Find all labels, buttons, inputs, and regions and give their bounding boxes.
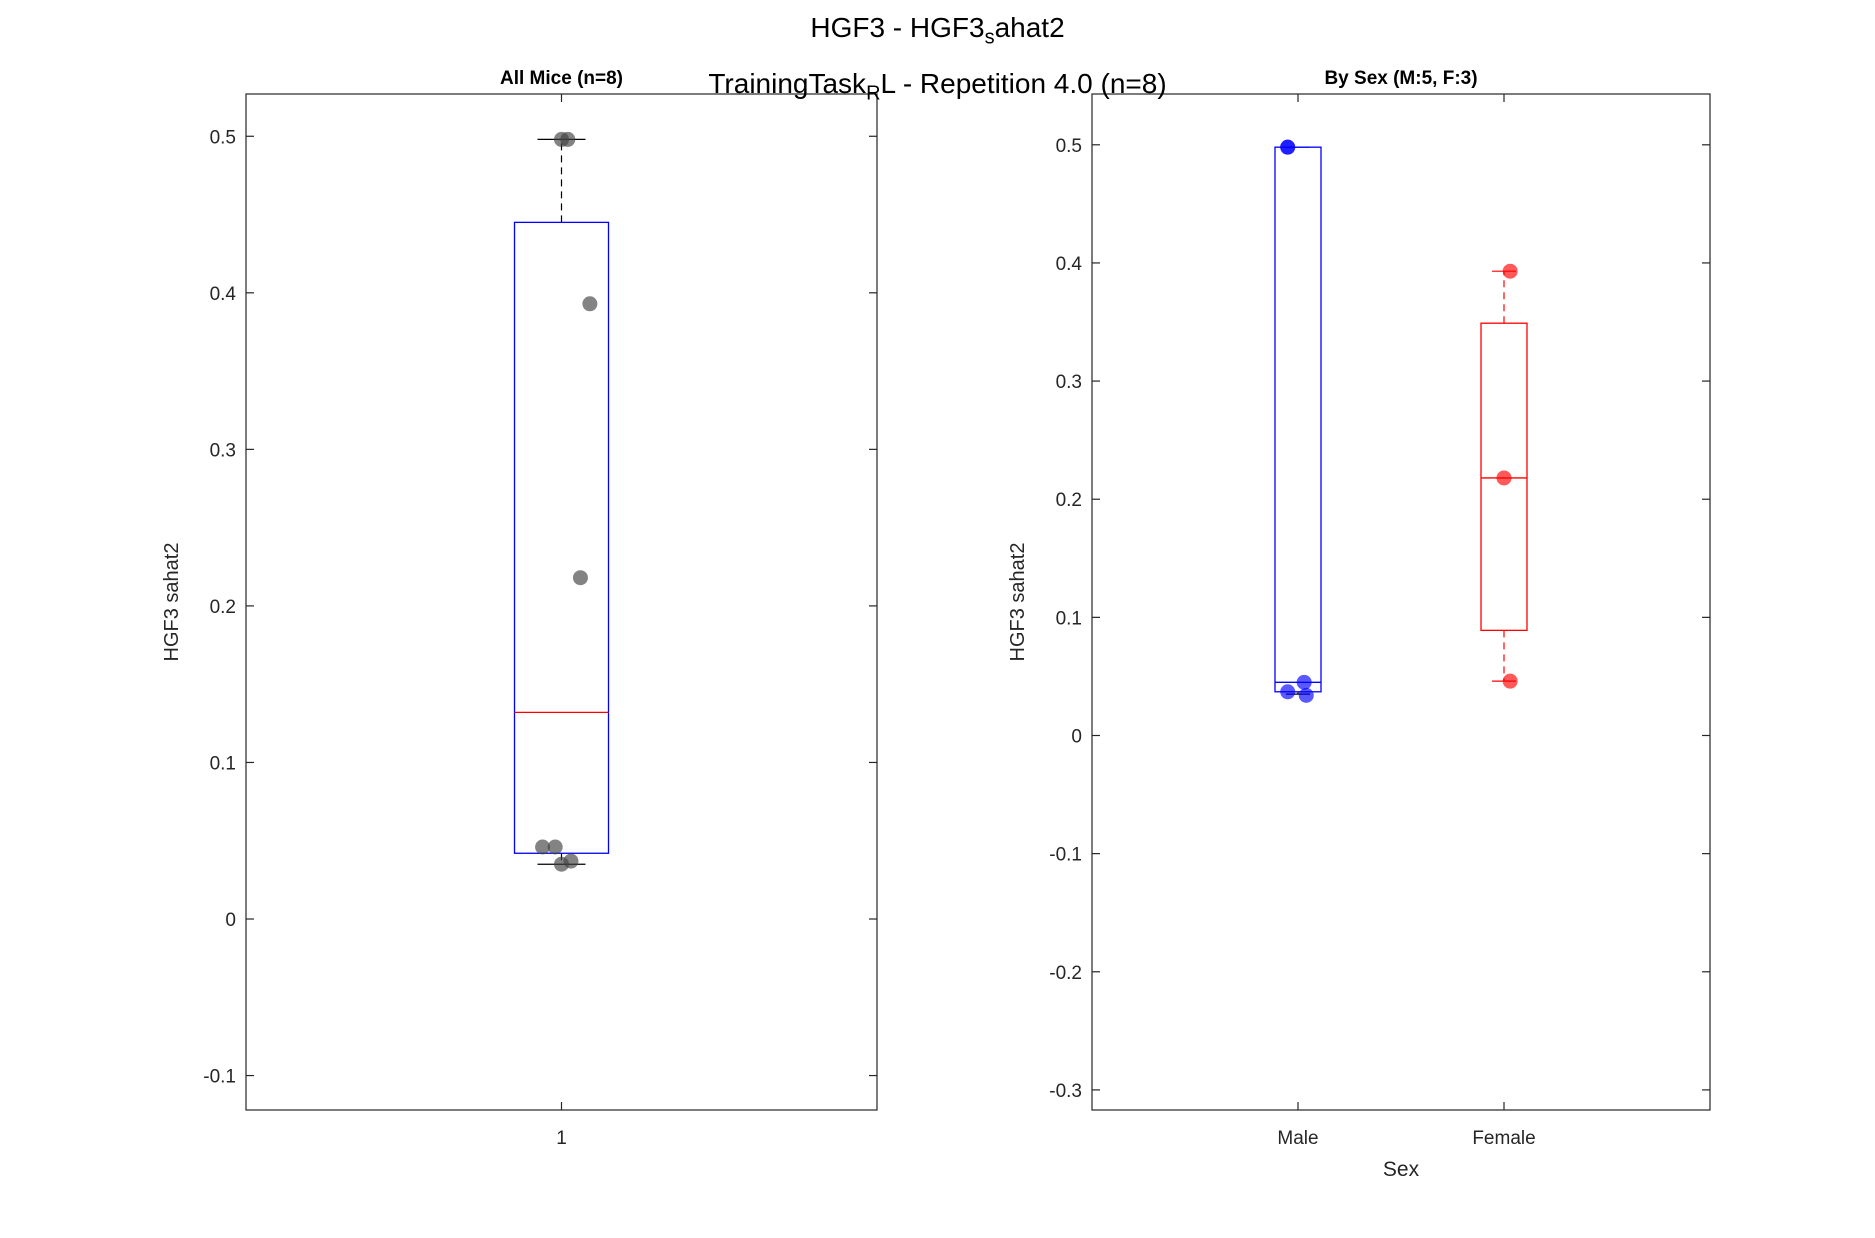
by-sex-panel: -0.3 -0.2 -0.1 0 0.1 0.2 0.3 0.4 0.5 Male Female By… [1007,68,1711,1181]
data-point [1298,687,1314,703]
y-axis-label: HGF3 sahat2 [161,543,183,662]
axes-frame [245,93,878,1111]
y-tick-label: 0.2 [1056,490,1082,511]
x-axis-label: Sex [1383,1158,1420,1181]
figure-subtitle: TrainingTaskRL - Repetition 4.0 (n=8) [708,68,1167,105]
data-point [535,839,551,855]
x-tick-label: Male [1277,1128,1318,1149]
axes-frame [1091,93,1711,1111]
y-tick-label: 0.5 [1056,136,1082,157]
y-tick-label: 0.4 [210,284,237,305]
y-axis-label: HGF3 sahat2 [1007,543,1029,662]
data-point [582,296,598,312]
y-tick-label: 0.3 [210,440,236,461]
y-tick-label: -0.2 [1049,963,1082,984]
panel-title: All Mice (n=8) [500,68,623,89]
data-point [1502,263,1518,279]
y-tick-label: 0.3 [1056,372,1082,393]
box-female [1480,322,1528,632]
data-point [1280,139,1296,155]
y-tick-label: 0.2 [210,597,236,618]
x-tick-label: Female [1472,1128,1535,1149]
box-male [1274,146,1322,693]
data-point [547,839,563,855]
data-point [1502,673,1518,689]
data-point [1496,470,1512,486]
y-tick-label: 0.1 [210,753,236,774]
figure-title: HGF3 - HGF3sahat2 [810,12,1065,49]
y-tick-label: 0 [225,910,236,931]
box-1 [513,221,610,854]
all-mice-panel: -0.1 0 0.1 0.2 0.3 0.4 0.5 1 All Mice (n=8) HGF3 … [161,68,878,1149]
x-tick-label: 1 [556,1128,567,1149]
y-tick-label: 0.1 [1056,608,1082,629]
data-point [1280,684,1296,700]
y-tick-label: -0.3 [1049,1081,1082,1102]
y-tick-label: -0.1 [203,1067,236,1088]
data-point [554,856,569,872]
panel-title: By Sex (M:5, F:3) [1324,68,1477,89]
data-point [572,570,588,586]
y-tick-label: -0.1 [1049,845,1082,866]
y-tick-label: 0.4 [1056,254,1083,275]
y-tick-label: 0.5 [210,127,236,148]
data-point [1296,674,1312,690]
data-point [560,131,576,147]
y-tick-label: 0 [1071,726,1082,747]
